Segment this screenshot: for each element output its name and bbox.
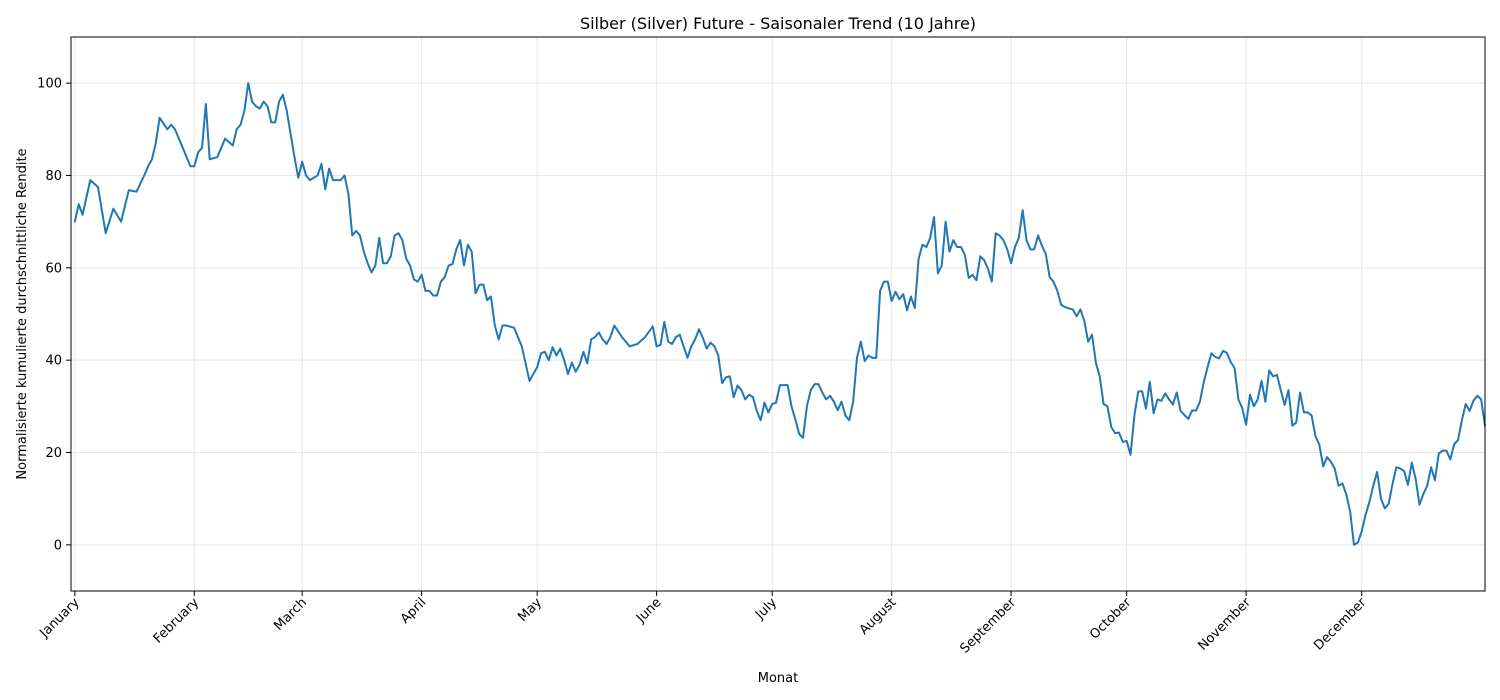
x-tick-label: February [151,595,203,647]
y-axis-label: Normalisierte kumulierte durchschnittlic… [15,148,30,479]
y-tick-label: 20 [45,446,62,461]
x-tick-label: December [1311,595,1370,654]
grid-layer [71,37,1485,591]
x-tick-label: October [1087,595,1135,643]
x-tick-label: January [37,595,83,641]
x-tick-label: November [1196,595,1255,654]
x-tick-label: June [633,595,664,626]
x-tick-label: March [271,595,310,634]
y-tick-label: 60 [45,261,62,276]
chart-title: Silber (Silver) Future - Saisonaler Tren… [580,14,976,33]
x-tick-label: April [398,595,430,627]
x-axis-label: Monat [758,671,798,686]
x-tick-label: July [752,595,780,623]
x-tick-label: August [857,595,900,638]
plot-frame [70,36,1486,592]
x-tick-label: September [958,595,1020,657]
y-tick-label: 0 [54,538,62,553]
y-tick-label: 40 [45,354,62,369]
x-axis-ticks: January February March April May June July Augu… [37,591,1370,657]
series-line [73,82,1486,546]
y-tick-label: 80 [45,169,62,184]
x-tick-label: May [515,595,545,625]
y-tick-label: 100 [37,77,62,92]
y-axis-ticks: 0 20 40 60 80 100 [37,77,71,553]
